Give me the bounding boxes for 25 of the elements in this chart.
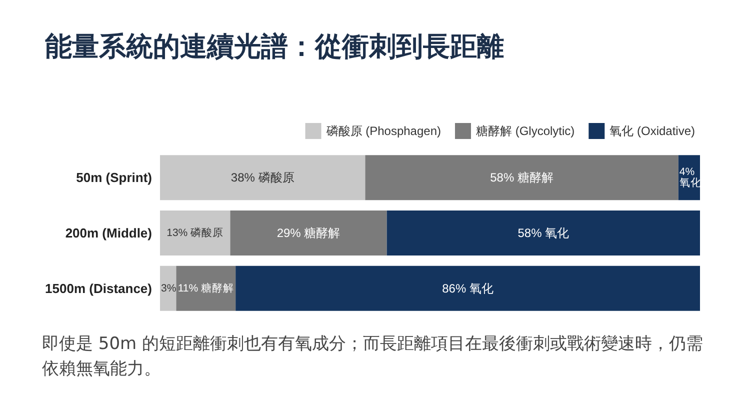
data-label: 29% 糖酵解 <box>276 226 340 240</box>
bar <box>160 210 230 256</box>
data-label: 86% 氧化 <box>442 281 494 296</box>
bar <box>160 266 176 311</box>
y-tick-label: 50m (Sprint) <box>76 170 152 186</box>
bar <box>236 266 700 311</box>
data-label: 4% 氧化 <box>679 166 702 190</box>
bar <box>230 210 387 256</box>
data-label: 58% 氧化 <box>518 226 570 240</box>
bar <box>386 210 700 256</box>
data-label: 38% 磷酸原 <box>230 170 294 185</box>
data-label: 58% 糖酵解 <box>490 170 554 185</box>
data-label: 3% <box>161 282 176 294</box>
bar <box>365 155 678 200</box>
data-label: 13% 磷酸原 <box>166 226 224 239</box>
bar <box>176 266 236 311</box>
bar <box>160 155 366 200</box>
text: 即使是 50m 的短距離衝刺也有有氧成分；而長距離項目在最後衝刺或戰術變速時，仍需依賴無氧能力。 <box>42 333 704 381</box>
y-tick-label: 200m (Middle) <box>65 226 152 240</box>
y-tick-label: 1500m (Distance) <box>45 280 152 296</box>
data-label: 11% 糖酵解 <box>178 281 234 294</box>
chart-title: 能量系統的連續光譜：從衝刺到長距離 <box>45 32 504 62</box>
legend-label: 糖酵解 (Glycolytic) <box>476 124 575 138</box>
legend-label: 氧化 (Oxidative) <box>610 124 696 138</box>
legend-label: 磷酸原 (Phosphagen) <box>325 124 441 138</box>
